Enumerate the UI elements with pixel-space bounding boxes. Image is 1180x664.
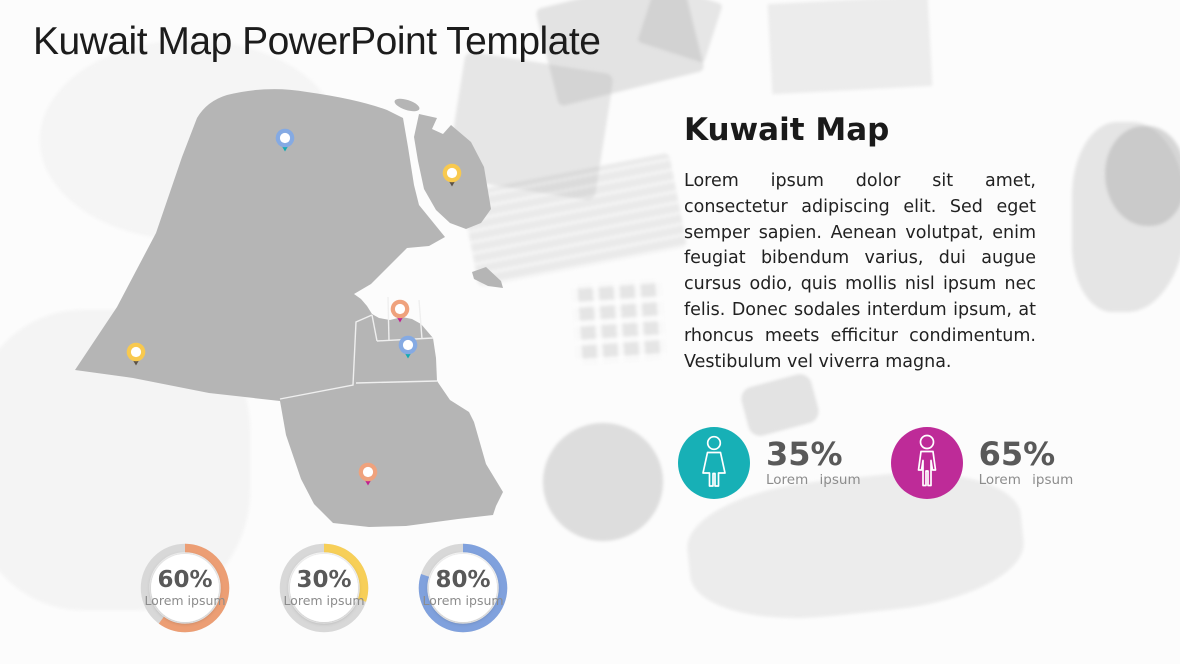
map-pin-city[interactable]: [398, 335, 418, 359]
kuwait-map[interactable]: [55, 85, 525, 545]
female-badge: [678, 427, 750, 499]
female-icon: [702, 435, 726, 487]
pin-center: [130, 346, 142, 358]
map-description[interactable]: Lorem ipsum dolor sit amet, consectetur …: [684, 171, 1036, 372]
pin-center: [402, 339, 414, 351]
donut-label: Lorem ipsum: [422, 593, 504, 609]
bg-calculator-shape: [571, 278, 667, 366]
donut-value: 30%: [296, 566, 352, 593]
bg-plate-shape: [543, 423, 663, 541]
map-pin-island[interactable]: [442, 163, 462, 187]
page-title[interactable]: Kuwait Map PowerPoint Template: [33, 20, 601, 63]
donut-chart-3[interactable]: 80% Lorem ipsum: [415, 540, 511, 636]
donut-arc: [140, 543, 230, 633]
failaka-island-shape[interactable]: [472, 267, 503, 288]
pin-center: [279, 132, 291, 144]
donut-inner: [151, 554, 219, 622]
donut-svg: [279, 543, 369, 633]
map-pin-north[interactable]: [275, 128, 295, 152]
donut-chart-1[interactable]: 60% Lorem ipsum: [137, 540, 233, 636]
donut-charts: 60% Lorem ipsum 30% Lorem ipsum 80%: [137, 540, 511, 636]
stat-value: 65%: [978, 435, 1056, 474]
female-badge-circle: [678, 427, 750, 499]
donut-inner: [429, 554, 497, 622]
warbah-island-shape[interactable]: [393, 96, 421, 114]
donut-svg: [140, 543, 230, 633]
stat-label: Lorem ipsum: [766, 471, 861, 488]
pictogram-stats: 35% Lorem ipsum 65% Lorem ipsum: [678, 427, 1073, 499]
male-icon: [917, 434, 936, 487]
bg-slab-shape: [767, 0, 933, 95]
donut-value: 60%: [157, 566, 213, 593]
stat-female[interactable]: 35% Lorem ipsum: [678, 427, 861, 499]
stat-value: 35%: [766, 435, 843, 474]
donut-arc: [418, 543, 508, 633]
bg-person-hair-shape: [1105, 126, 1180, 226]
donut-label: Lorem ipsum: [144, 593, 226, 609]
pin-center: [446, 167, 458, 179]
bg-person-shape: [1072, 122, 1180, 312]
stat-label: Lorem ipsum: [978, 471, 1074, 488]
stat-male[interactable]: 65% Lorem ipsum: [890, 427, 1074, 499]
donut-inner: [290, 554, 358, 622]
map-pin-south[interactable]: [358, 462, 378, 486]
pin-center: [394, 303, 406, 315]
donut-chart-2[interactable]: 30% Lorem ipsum: [276, 540, 372, 636]
male-badge-circle: [890, 427, 963, 499]
donut-arc: [279, 543, 369, 633]
donut-label: Lorem ipsum: [283, 593, 365, 609]
info-panel: Kuwait Map Lorem ipsum dolor sit amet, c…: [684, 112, 1036, 375]
map-pin-west[interactable]: [126, 342, 146, 366]
kuwait-mainland-shape[interactable]: [75, 89, 503, 527]
male-badge: [890, 427, 963, 499]
pin-center: [362, 466, 374, 478]
donut-svg: [418, 543, 508, 633]
map-pin-bay[interactable]: [390, 299, 410, 323]
map-heading[interactable]: Kuwait Map: [684, 112, 890, 148]
donut-value: 80%: [435, 566, 491, 593]
